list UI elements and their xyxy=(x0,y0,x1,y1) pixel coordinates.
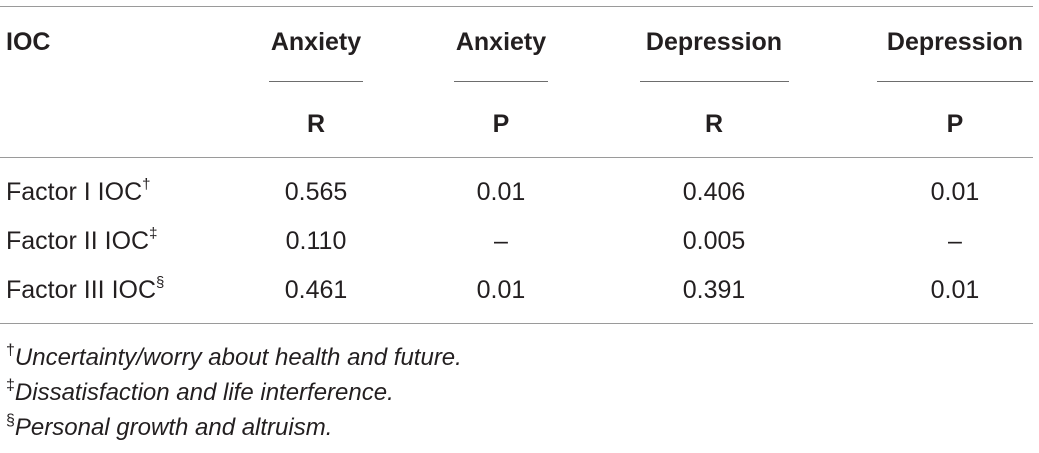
header-rule xyxy=(0,157,1033,158)
section-mark: § xyxy=(156,273,165,291)
col-header-underline xyxy=(877,81,1033,82)
col-header-underline xyxy=(640,81,789,82)
col-header-anxiety-p: Anxiety xyxy=(455,28,547,56)
footnote: §Personal growth and altruism. xyxy=(6,412,333,442)
table-cell: – xyxy=(494,227,508,255)
col-header-underline xyxy=(454,81,548,82)
top-rule xyxy=(0,6,1033,7)
table-cell: 0.01 xyxy=(476,178,526,206)
table-cell: 0.406 xyxy=(682,178,746,206)
col-header-anxiety-r: Anxiety xyxy=(270,28,362,56)
table-cell: 0.005 xyxy=(682,227,746,255)
subheader-p: P xyxy=(492,110,510,138)
table-cell: 0.391 xyxy=(682,276,746,304)
row-label: Factor III IOC§ xyxy=(6,273,165,304)
col-header-depression-r: Depression xyxy=(645,28,783,56)
subheader-r: R xyxy=(704,110,724,138)
footnote: ‡Dissatisfaction and life interference. xyxy=(6,377,394,407)
row-label: Factor II IOC‡ xyxy=(6,224,158,255)
row-label: Factor I IOC† xyxy=(6,175,151,206)
table-cell: 0.01 xyxy=(476,276,526,304)
col-header-depression-p: Depression xyxy=(886,28,1024,56)
table-cell: 0.110 xyxy=(285,227,347,255)
bottom-rule xyxy=(0,323,1033,324)
table-cell: 0.461 xyxy=(284,276,348,304)
stub-header: IOC xyxy=(6,28,51,56)
subheader-r: R xyxy=(306,110,326,138)
double-dagger-mark: ‡ xyxy=(149,224,158,242)
footnote: †Uncertainty/worry about health and futu… xyxy=(6,342,462,372)
table-cell: 0.565 xyxy=(284,178,348,206)
table-cell: – xyxy=(948,227,962,255)
subheader-p: P xyxy=(946,110,964,138)
col-header-underline xyxy=(269,81,363,82)
table-cell: 0.01 xyxy=(930,178,980,206)
dagger-mark: † xyxy=(142,175,151,193)
table-cell: 0.01 xyxy=(930,276,980,304)
